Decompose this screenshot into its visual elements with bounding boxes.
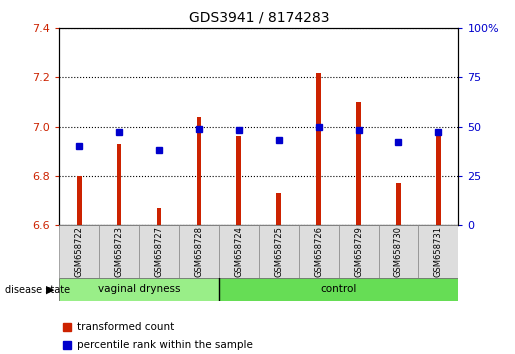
Bar [436, 136, 441, 225]
Bar [259, 225, 299, 278]
Title: GDS3941 / 8174283: GDS3941 / 8174283 [188, 10, 329, 24]
Text: GSM658723: GSM658723 [115, 226, 124, 277]
Bar [77, 176, 81, 225]
Text: GSM658729: GSM658729 [354, 226, 363, 277]
Text: control: control [320, 284, 357, 295]
Bar [379, 225, 418, 278]
Text: disease state: disease state [5, 285, 70, 295]
Text: GSM658730: GSM658730 [394, 226, 403, 277]
Bar [59, 225, 99, 278]
Text: GSM658724: GSM658724 [234, 226, 243, 277]
Bar [157, 207, 161, 225]
Text: GSM658731: GSM658731 [434, 226, 443, 277]
Bar [396, 183, 401, 225]
Text: GSM658726: GSM658726 [314, 226, 323, 277]
Text: percentile rank within the sample: percentile rank within the sample [77, 340, 253, 350]
Bar [299, 225, 339, 278]
Bar [277, 193, 281, 225]
Bar [356, 102, 361, 225]
Text: vaginal dryness: vaginal dryness [98, 284, 180, 295]
Bar [59, 278, 219, 301]
Text: ▶: ▶ [46, 285, 54, 295]
Bar [117, 144, 122, 225]
Bar [236, 136, 241, 225]
Bar [139, 225, 179, 278]
Bar [316, 73, 321, 225]
Bar [418, 225, 458, 278]
Text: GSM658728: GSM658728 [195, 226, 203, 277]
Bar [179, 225, 219, 278]
Text: GSM658727: GSM658727 [154, 226, 163, 277]
Text: GSM658722: GSM658722 [75, 226, 83, 277]
Bar [197, 117, 201, 225]
Bar [219, 225, 259, 278]
Bar [219, 278, 458, 301]
Bar [339, 225, 379, 278]
Bar [99, 225, 139, 278]
Text: transformed count: transformed count [77, 322, 175, 332]
Text: GSM658725: GSM658725 [274, 226, 283, 277]
